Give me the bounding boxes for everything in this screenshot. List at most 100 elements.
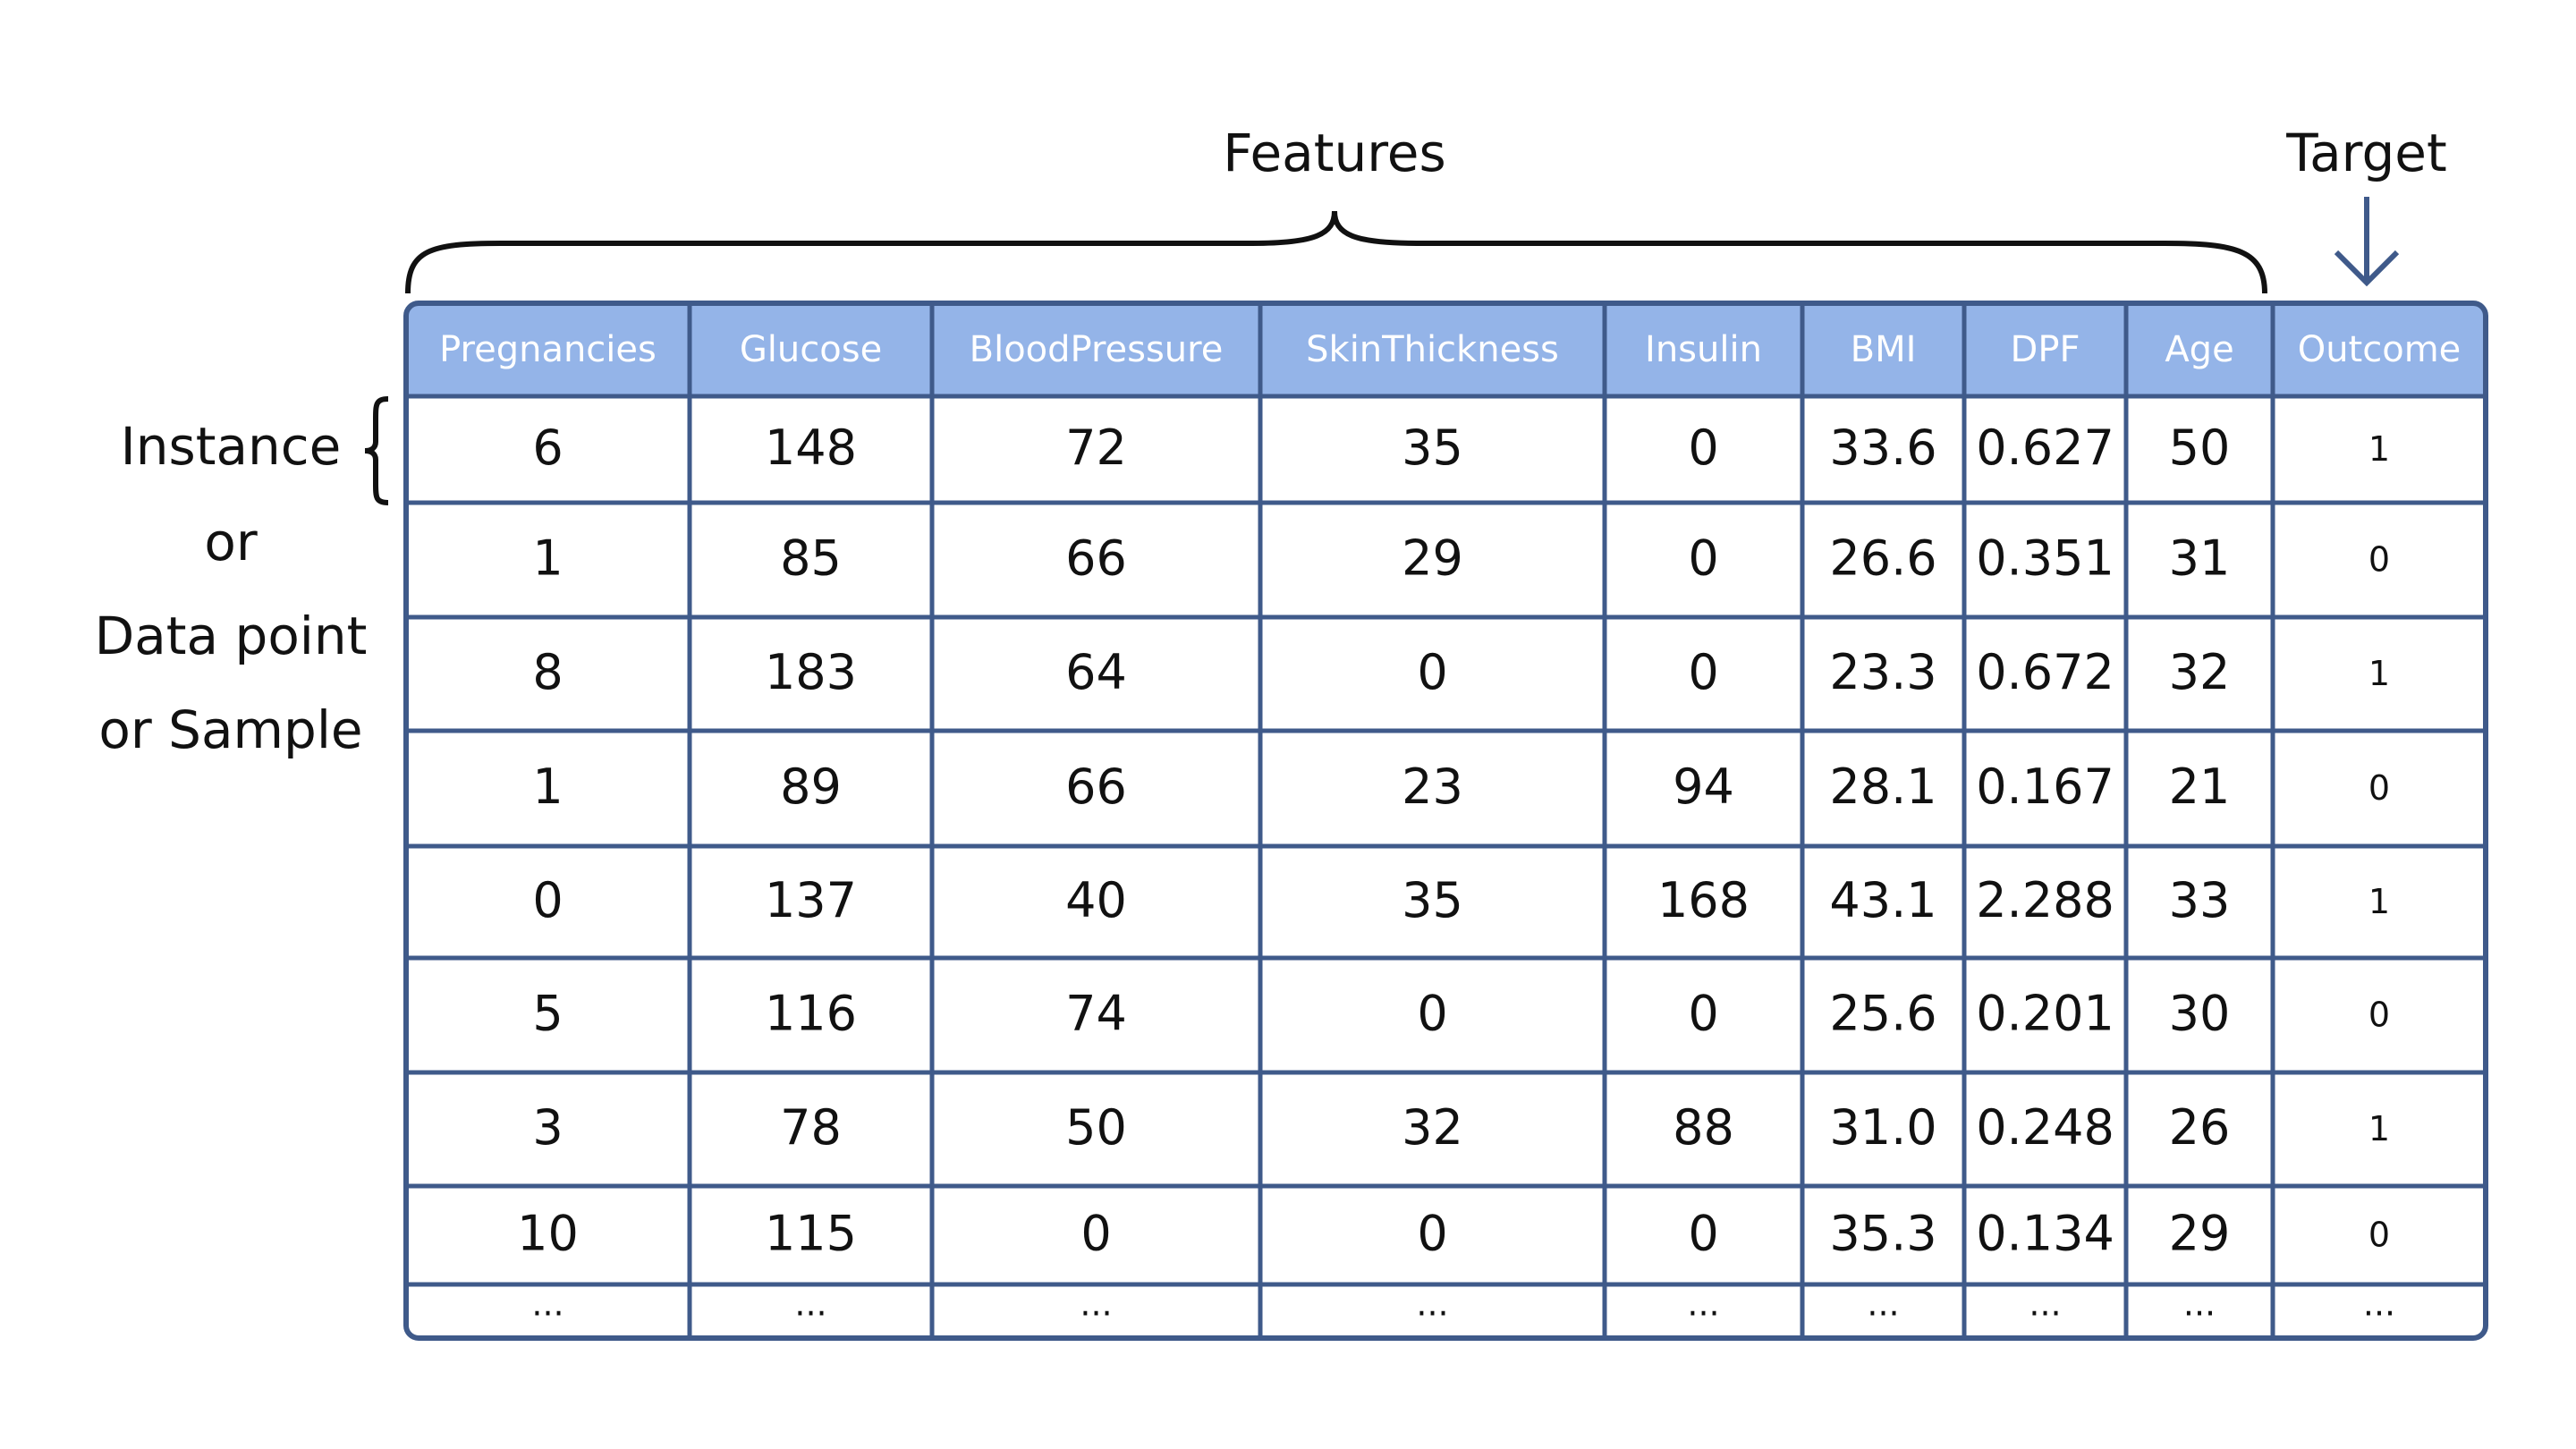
- table-cell: 0.627: [1976, 419, 2114, 476]
- table-cell: 0.248: [1976, 1099, 2114, 1156]
- table-cell: 89: [780, 758, 842, 815]
- table-cell: 31.0: [1829, 1099, 1936, 1156]
- instance-label: Instance: [121, 416, 342, 477]
- features-brace: [405, 210, 2267, 294]
- column-header: SkinThickness: [1306, 329, 1559, 370]
- table-cell: 32: [1402, 1099, 1463, 1156]
- instance-label: or Sample: [98, 699, 362, 760]
- table-cell: 148: [765, 419, 857, 476]
- table-cell: 0.351: [1976, 530, 2114, 587]
- table-cell: 1: [2368, 1109, 2390, 1148]
- table-cell: ...: [1867, 1284, 1899, 1324]
- table-cell: 25.6: [1829, 986, 1936, 1042]
- table-cell: 23.3: [1829, 644, 1936, 700]
- table-cell: 0.201: [1976, 986, 2114, 1042]
- table-cell: ...: [2363, 1284, 2395, 1324]
- table-cell: 0: [1688, 644, 1718, 700]
- instance-label: Data point: [95, 606, 368, 666]
- table-cell: 78: [780, 1099, 842, 1156]
- table-cell: 10: [517, 1206, 579, 1262]
- table-cell: 0: [1417, 986, 1447, 1042]
- table-cell: 30: [2169, 986, 2231, 1042]
- table-cell: 28.1: [1829, 758, 1936, 815]
- column-header: Insulin: [1645, 329, 1762, 370]
- table-cell: ...: [2029, 1284, 2061, 1324]
- table-cell: 0.134: [1976, 1206, 2114, 1262]
- table-cell: 1: [2368, 882, 2390, 921]
- table-cell: 137: [765, 872, 857, 928]
- table-cell: 0: [2368, 540, 2390, 580]
- table-cell: 0: [1080, 1206, 1111, 1262]
- table-cell: 35: [1402, 872, 1463, 928]
- column-header: BMI: [1851, 329, 1917, 370]
- column-header: Pregnancies: [439, 329, 657, 370]
- table-cell: 23: [1402, 758, 1463, 815]
- target-arrow: [2334, 197, 2400, 287]
- table-cell: 5: [532, 986, 563, 1042]
- table-cell: 26: [2169, 1099, 2231, 1156]
- table-cell: 66: [1065, 530, 1127, 587]
- table-cell: 0: [532, 872, 563, 928]
- table-cell: 1: [532, 530, 563, 587]
- table-cell: 0.672: [1976, 644, 2114, 700]
- table-cell: 31: [2169, 530, 2231, 587]
- table-cell: 0: [1688, 986, 1718, 1042]
- table-cell: 115: [765, 1206, 857, 1262]
- table-cell: 43.1: [1829, 872, 1936, 928]
- table: Pregnancies Glucose BloodPressure SkinThick…: [403, 301, 2488, 1341]
- table-cell: 0: [2368, 1216, 2390, 1255]
- column-header: Age: [2165, 329, 2233, 370]
- table-cell: 0: [1417, 644, 1447, 700]
- table-cell: ...: [1080, 1284, 1112, 1324]
- table-border: [403, 301, 2488, 1341]
- table-cell: 74: [1065, 986, 1127, 1042]
- table-cell: 35: [1402, 419, 1463, 476]
- table-cell: 1: [532, 758, 563, 815]
- table-cell: 29: [2169, 1206, 2231, 1262]
- table-cell: 64: [1065, 644, 1127, 700]
- features-label: Features: [1223, 123, 1445, 183]
- table-cell: 183: [765, 644, 857, 700]
- table-cell: 0: [1417, 1206, 1447, 1262]
- column-header: DPF: [2011, 329, 2080, 370]
- table-cell: 33.6: [1829, 419, 1936, 476]
- table-cell: 26.6: [1829, 530, 1936, 587]
- instance-brace: [364, 396, 389, 505]
- table-cell: 6: [532, 419, 563, 476]
- instance-label: or: [204, 512, 257, 572]
- table-cell: 29: [1402, 530, 1463, 587]
- table-cell: 32: [2169, 644, 2231, 700]
- table-cell: 94: [1673, 758, 1734, 815]
- table-cell: ...: [531, 1284, 564, 1324]
- column-header: Outcome: [2298, 329, 2462, 370]
- column-header: Glucose: [740, 329, 882, 370]
- table-cell: 2.288: [1976, 872, 2114, 928]
- table-cell: 72: [1065, 419, 1127, 476]
- table-cell: 168: [1657, 872, 1750, 928]
- column-header: BloodPressure: [970, 329, 1224, 370]
- table-cell: 50: [1065, 1099, 1127, 1156]
- table-cell: ...: [794, 1284, 826, 1324]
- table-cell: 0: [1688, 1206, 1718, 1262]
- table-cell: 0.167: [1976, 758, 2114, 815]
- table-cell: ...: [2183, 1284, 2216, 1324]
- table-cell: 1: [2368, 654, 2390, 693]
- table-cell: ...: [1687, 1284, 1719, 1324]
- table-cell: 0: [1688, 530, 1718, 587]
- table-cell: 3: [532, 1099, 563, 1156]
- table-cell: 0: [1688, 419, 1718, 476]
- table-cell: 85: [780, 530, 842, 587]
- table-cell: 50: [2169, 419, 2231, 476]
- table-cell: ...: [1416, 1284, 1448, 1324]
- table-cell: 66: [1065, 758, 1127, 815]
- table-cell: 33: [2169, 872, 2231, 928]
- table-cell: 8: [532, 644, 563, 700]
- table-cell: 0: [2368, 996, 2390, 1035]
- table-cell: 116: [765, 986, 857, 1042]
- table-cell: 21: [2169, 758, 2231, 815]
- table-cell: 0: [2368, 768, 2390, 808]
- table-cell: 35.3: [1829, 1206, 1936, 1262]
- table-cell: 40: [1065, 872, 1127, 928]
